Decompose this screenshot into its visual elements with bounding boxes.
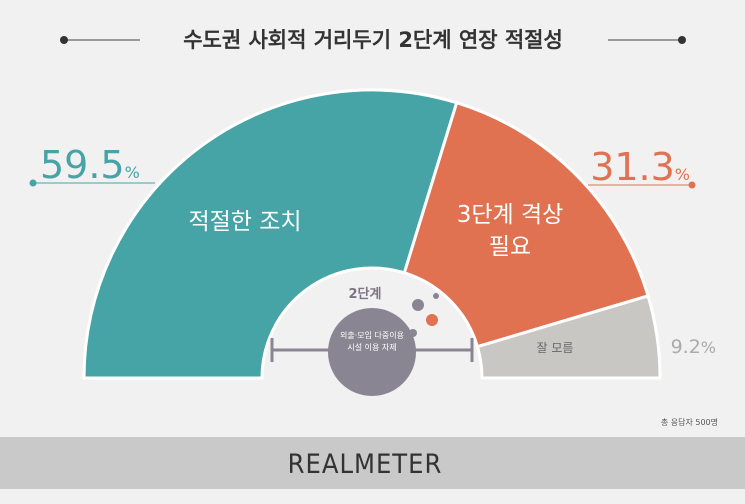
virus-icon bbox=[409, 329, 417, 337]
brand: REALMETER bbox=[288, 449, 443, 480]
slice bbox=[402, 100, 650, 349]
value-label: 9.2% bbox=[671, 336, 716, 358]
center-label: 2단계 bbox=[349, 286, 382, 302]
callout-dot bbox=[688, 181, 696, 189]
center-note: 외출·모임 다중이용시설 이용 자제 bbox=[340, 331, 404, 352]
virus-icon bbox=[433, 293, 439, 299]
footer-band bbox=[0, 437, 745, 489]
callout-dot bbox=[29, 179, 37, 187]
slice bbox=[475, 294, 662, 380]
title-dot bbox=[60, 36, 68, 44]
center-badge bbox=[328, 308, 416, 396]
virus-icon bbox=[412, 299, 424, 311]
value-label: 31.3% bbox=[590, 145, 690, 189]
virus-icon bbox=[426, 314, 438, 326]
chart-title: 수도권 사회적 거리두기 2단계 연장 적절성 bbox=[183, 28, 563, 52]
slice-label: 3단계 격상 필요 bbox=[456, 202, 564, 260]
value-label: 59.5% bbox=[40, 143, 140, 187]
slice-label: 잘 모름 bbox=[537, 341, 574, 355]
title-dot bbox=[678, 36, 686, 44]
slice-label: 적절한 조치 bbox=[188, 209, 302, 235]
note: 총 응답자 500명 bbox=[661, 417, 718, 427]
slice bbox=[82, 88, 459, 380]
